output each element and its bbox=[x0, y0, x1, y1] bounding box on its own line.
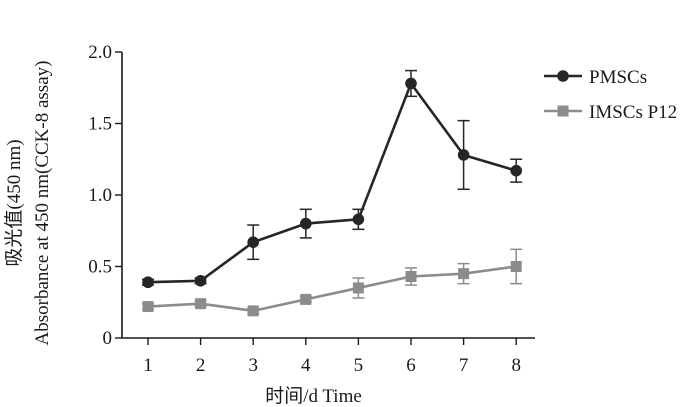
chart-plot-area bbox=[142, 69, 523, 317]
y-axis-title-chinese: 吸光值(450 nm) bbox=[3, 139, 25, 266]
data-point bbox=[142, 301, 154, 313]
x-tick-label: 4 bbox=[301, 355, 311, 376]
chart-axes: 0 0.5 1.0 1.5 2.0 1 2 3 4 5 6 7 8 时间/d Time 吸光值(450 nm… bbox=[3, 42, 535, 407]
data-point bbox=[247, 236, 259, 248]
legend-item: PMSCs bbox=[544, 67, 647, 88]
y-tick-label: 0.5 bbox=[88, 257, 112, 278]
data-point bbox=[195, 298, 207, 310]
chart-legend: PMSCs IMSCs P12 bbox=[544, 67, 677, 123]
data-point bbox=[194, 275, 207, 287]
x-tick-label: 1 bbox=[143, 355, 153, 376]
legend-item: IMSCs P12 bbox=[544, 102, 677, 123]
legend-label: IMSCs P12 bbox=[589, 102, 677, 123]
x-tick-label: 8 bbox=[511, 355, 521, 376]
data-point bbox=[405, 271, 417, 283]
legend-label: PMSCs bbox=[589, 67, 647, 88]
data-point bbox=[510, 261, 522, 272]
series-pmscs bbox=[142, 69, 523, 289]
series-imscs-p12 bbox=[142, 248, 523, 317]
data-point bbox=[352, 282, 364, 294]
x-tick-label: 2 bbox=[196, 355, 206, 376]
x-tick-label: 5 bbox=[354, 355, 364, 376]
y-axis-title-english: Absorbance at 450 nm(CCK-8 assay) bbox=[32, 61, 53, 346]
y-tick-label: 1.5 bbox=[88, 114, 112, 135]
y-tick-label: 0 bbox=[103, 328, 113, 349]
x-tick-label: 7 bbox=[459, 355, 469, 376]
data-point bbox=[300, 217, 312, 230]
x-axis-title: 时间/d Time bbox=[265, 385, 362, 407]
series-line bbox=[147, 265, 517, 313]
data-point bbox=[510, 164, 522, 177]
x-tick-label: 3 bbox=[248, 355, 258, 376]
legend-swatch-marker bbox=[557, 70, 569, 82]
data-point bbox=[457, 149, 470, 161]
data-point bbox=[405, 77, 417, 90]
series-line bbox=[147, 82, 517, 284]
data-point bbox=[352, 213, 365, 226]
legend-swatch-marker bbox=[557, 105, 569, 117]
y-tick-label: 2.0 bbox=[88, 42, 112, 63]
data-point bbox=[247, 305, 259, 317]
x-tick-label: 6 bbox=[406, 355, 416, 376]
data-point bbox=[300, 293, 312, 305]
data-point bbox=[458, 268, 470, 280]
y-tick-label: 1.0 bbox=[88, 185, 112, 206]
data-point bbox=[142, 276, 154, 289]
